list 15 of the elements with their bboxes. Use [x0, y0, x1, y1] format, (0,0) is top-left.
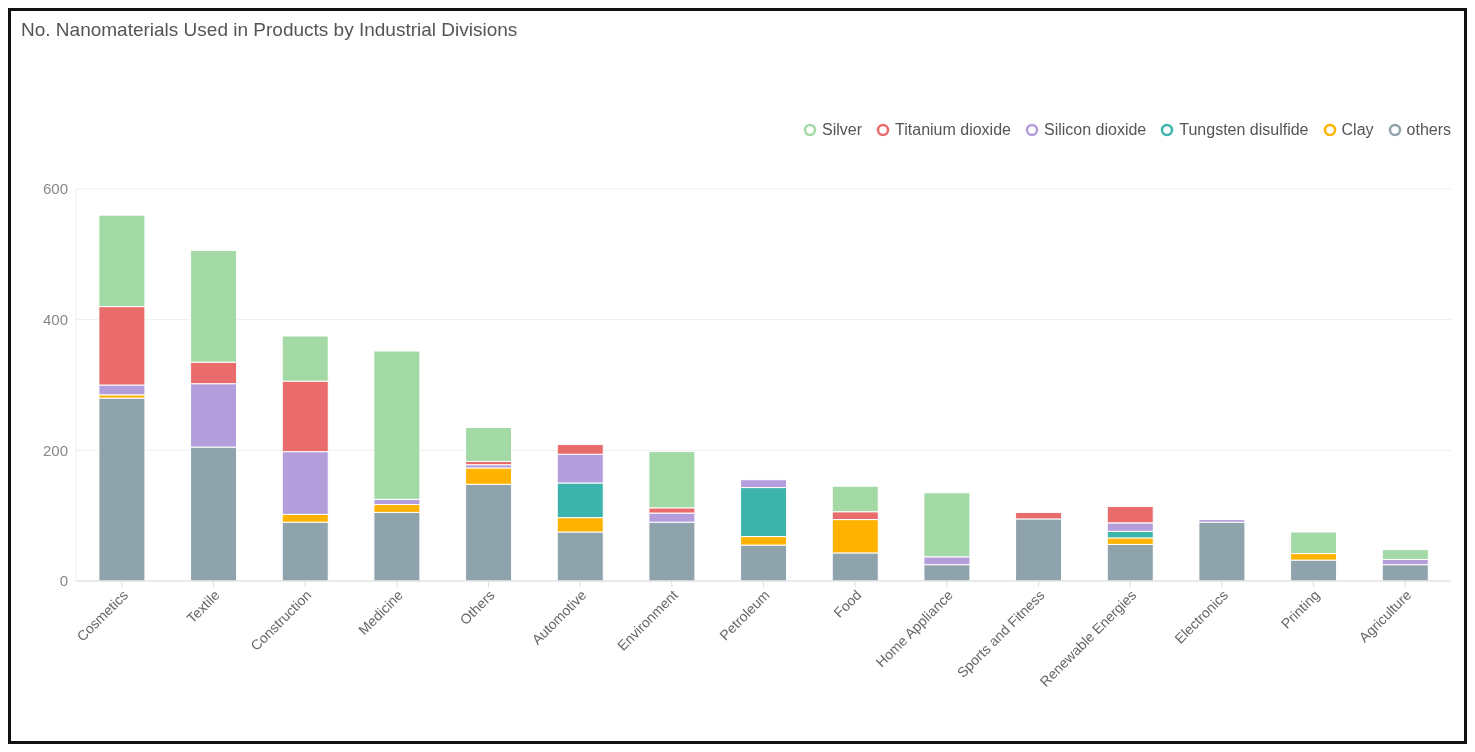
legend-label: Tungsten disulfide [1178, 121, 1309, 139]
legend-label: Silver [821, 121, 863, 139]
y-tick-label: 0 [59, 572, 68, 590]
legend-label: Silicon dioxide [1042, 121, 1147, 139]
legend-label: Titanium dioxide [894, 121, 1011, 139]
y-tick-label: 600 [42, 180, 68, 198]
bar [98, 397, 146, 581]
bar [465, 426, 513, 462]
legend-label: others [1405, 121, 1451, 139]
y-tick-label: 400 [42, 310, 68, 328]
chart-title: No. Nanomaterials Used in Products by Industrial Divisions [21, 19, 518, 41]
y-tick-label: 200 [42, 441, 68, 459]
bar [1106, 543, 1154, 581]
legend-label: Clay [1340, 121, 1374, 139]
bar [1198, 521, 1246, 581]
